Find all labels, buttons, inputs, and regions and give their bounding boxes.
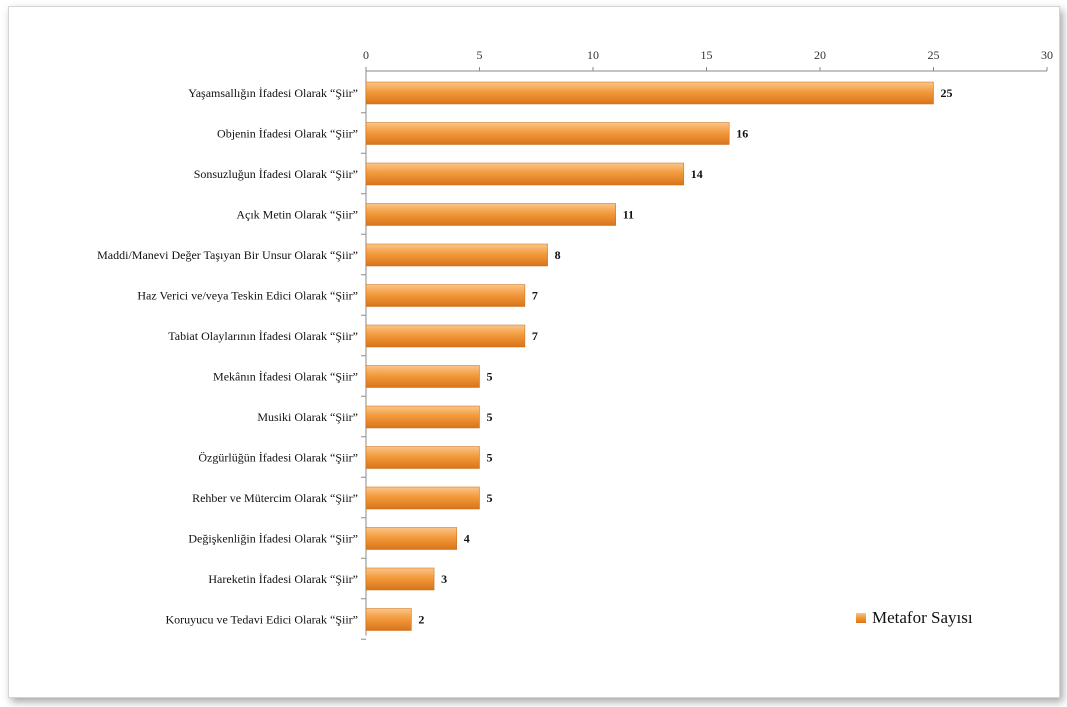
legend-label: Metafor Sayısı bbox=[872, 608, 973, 627]
category-label: Koruyucu ve Tedavi Edici Olarak “Şiir” bbox=[165, 613, 358, 627]
category-label: Sonsuzluğun İfadesi Olarak “Şiir” bbox=[194, 167, 358, 181]
category-label: Maddi/Manevi Değer Taşıyan Bir Unsur Ola… bbox=[97, 248, 358, 262]
x-tick-label: 25 bbox=[928, 48, 940, 62]
data-label: 11 bbox=[623, 208, 634, 222]
legend: Metafor Sayısı bbox=[856, 608, 973, 627]
data-label: 7 bbox=[532, 289, 538, 303]
bar bbox=[365, 81, 934, 105]
category-label: Değişkenliğin İfadesi Olarak “Şiir” bbox=[188, 532, 358, 546]
category-label: Yaşamsallığın İfadesi Olarak “Şiir” bbox=[188, 86, 358, 100]
x-tick-label: 0 bbox=[363, 48, 369, 62]
data-label: 2 bbox=[418, 613, 424, 627]
bar bbox=[365, 608, 412, 631]
data-label: 4 bbox=[464, 532, 470, 546]
bar bbox=[365, 203, 616, 226]
category-label: Mekânın İfadesi Olarak “Şiir” bbox=[213, 370, 358, 384]
category-label: Tabiat Olaylarının İfadesi Olarak “Şiir” bbox=[168, 329, 358, 343]
data-label: 8 bbox=[555, 248, 561, 262]
data-label: 14 bbox=[691, 167, 703, 181]
bar bbox=[365, 365, 480, 388]
category-label: Rehber ve Mütercim Olarak “Şiir” bbox=[192, 491, 358, 505]
bar bbox=[365, 405, 480, 429]
x-tick-label: 30 bbox=[1041, 48, 1053, 62]
bar-chart: 0 5 10 15 20 25 30 Yaşamsallığın İfadesi Olara… bbox=[97, 48, 1053, 640]
data-label: 5 bbox=[487, 451, 493, 465]
chart-frame: 0 5 10 15 20 25 30 Yaşamsallığın İfadesi Olara… bbox=[8, 6, 1060, 698]
bar bbox=[365, 122, 730, 145]
bar bbox=[365, 324, 526, 348]
bar bbox=[365, 284, 526, 307]
bar bbox=[365, 243, 548, 267]
bar bbox=[365, 446, 480, 469]
bar bbox=[365, 486, 480, 510]
bar bbox=[365, 162, 685, 186]
data-label: 16 bbox=[736, 127, 748, 141]
category-labels: Yaşamsallığın İfadesi Olarak “Şiir” 25Obj… bbox=[97, 86, 952, 627]
x-tick-label: 20 bbox=[814, 48, 826, 62]
category-label: Özgürlüğün İfadesi Olarak “Şiir” bbox=[198, 451, 358, 465]
bar bbox=[365, 527, 458, 550]
data-label: 5 bbox=[487, 370, 493, 384]
category-label: Objenin İfadesi Olarak “Şiir” bbox=[217, 127, 358, 141]
bar bbox=[365, 567, 435, 591]
data-label: 25 bbox=[941, 86, 953, 100]
x-tick-label: 15 bbox=[701, 48, 713, 62]
bars bbox=[365, 81, 934, 631]
category-label: Musiki Olarak “Şiir” bbox=[257, 410, 358, 424]
data-label: 3 bbox=[441, 572, 447, 586]
x-tick-label: 10 bbox=[587, 48, 599, 62]
data-label: 7 bbox=[532, 329, 538, 343]
x-tick-label: 5 bbox=[477, 48, 483, 62]
legend-swatch bbox=[856, 613, 866, 623]
category-label: Haz Verici ve/veya Teskin Edici Olarak “… bbox=[137, 289, 358, 303]
data-label: 5 bbox=[487, 410, 493, 424]
category-label: Hareketin İfadesi Olarak “Şiir” bbox=[208, 572, 358, 586]
data-label: 5 bbox=[487, 491, 493, 505]
category-label: Açık Metin Olarak “Şiir” bbox=[236, 208, 358, 222]
